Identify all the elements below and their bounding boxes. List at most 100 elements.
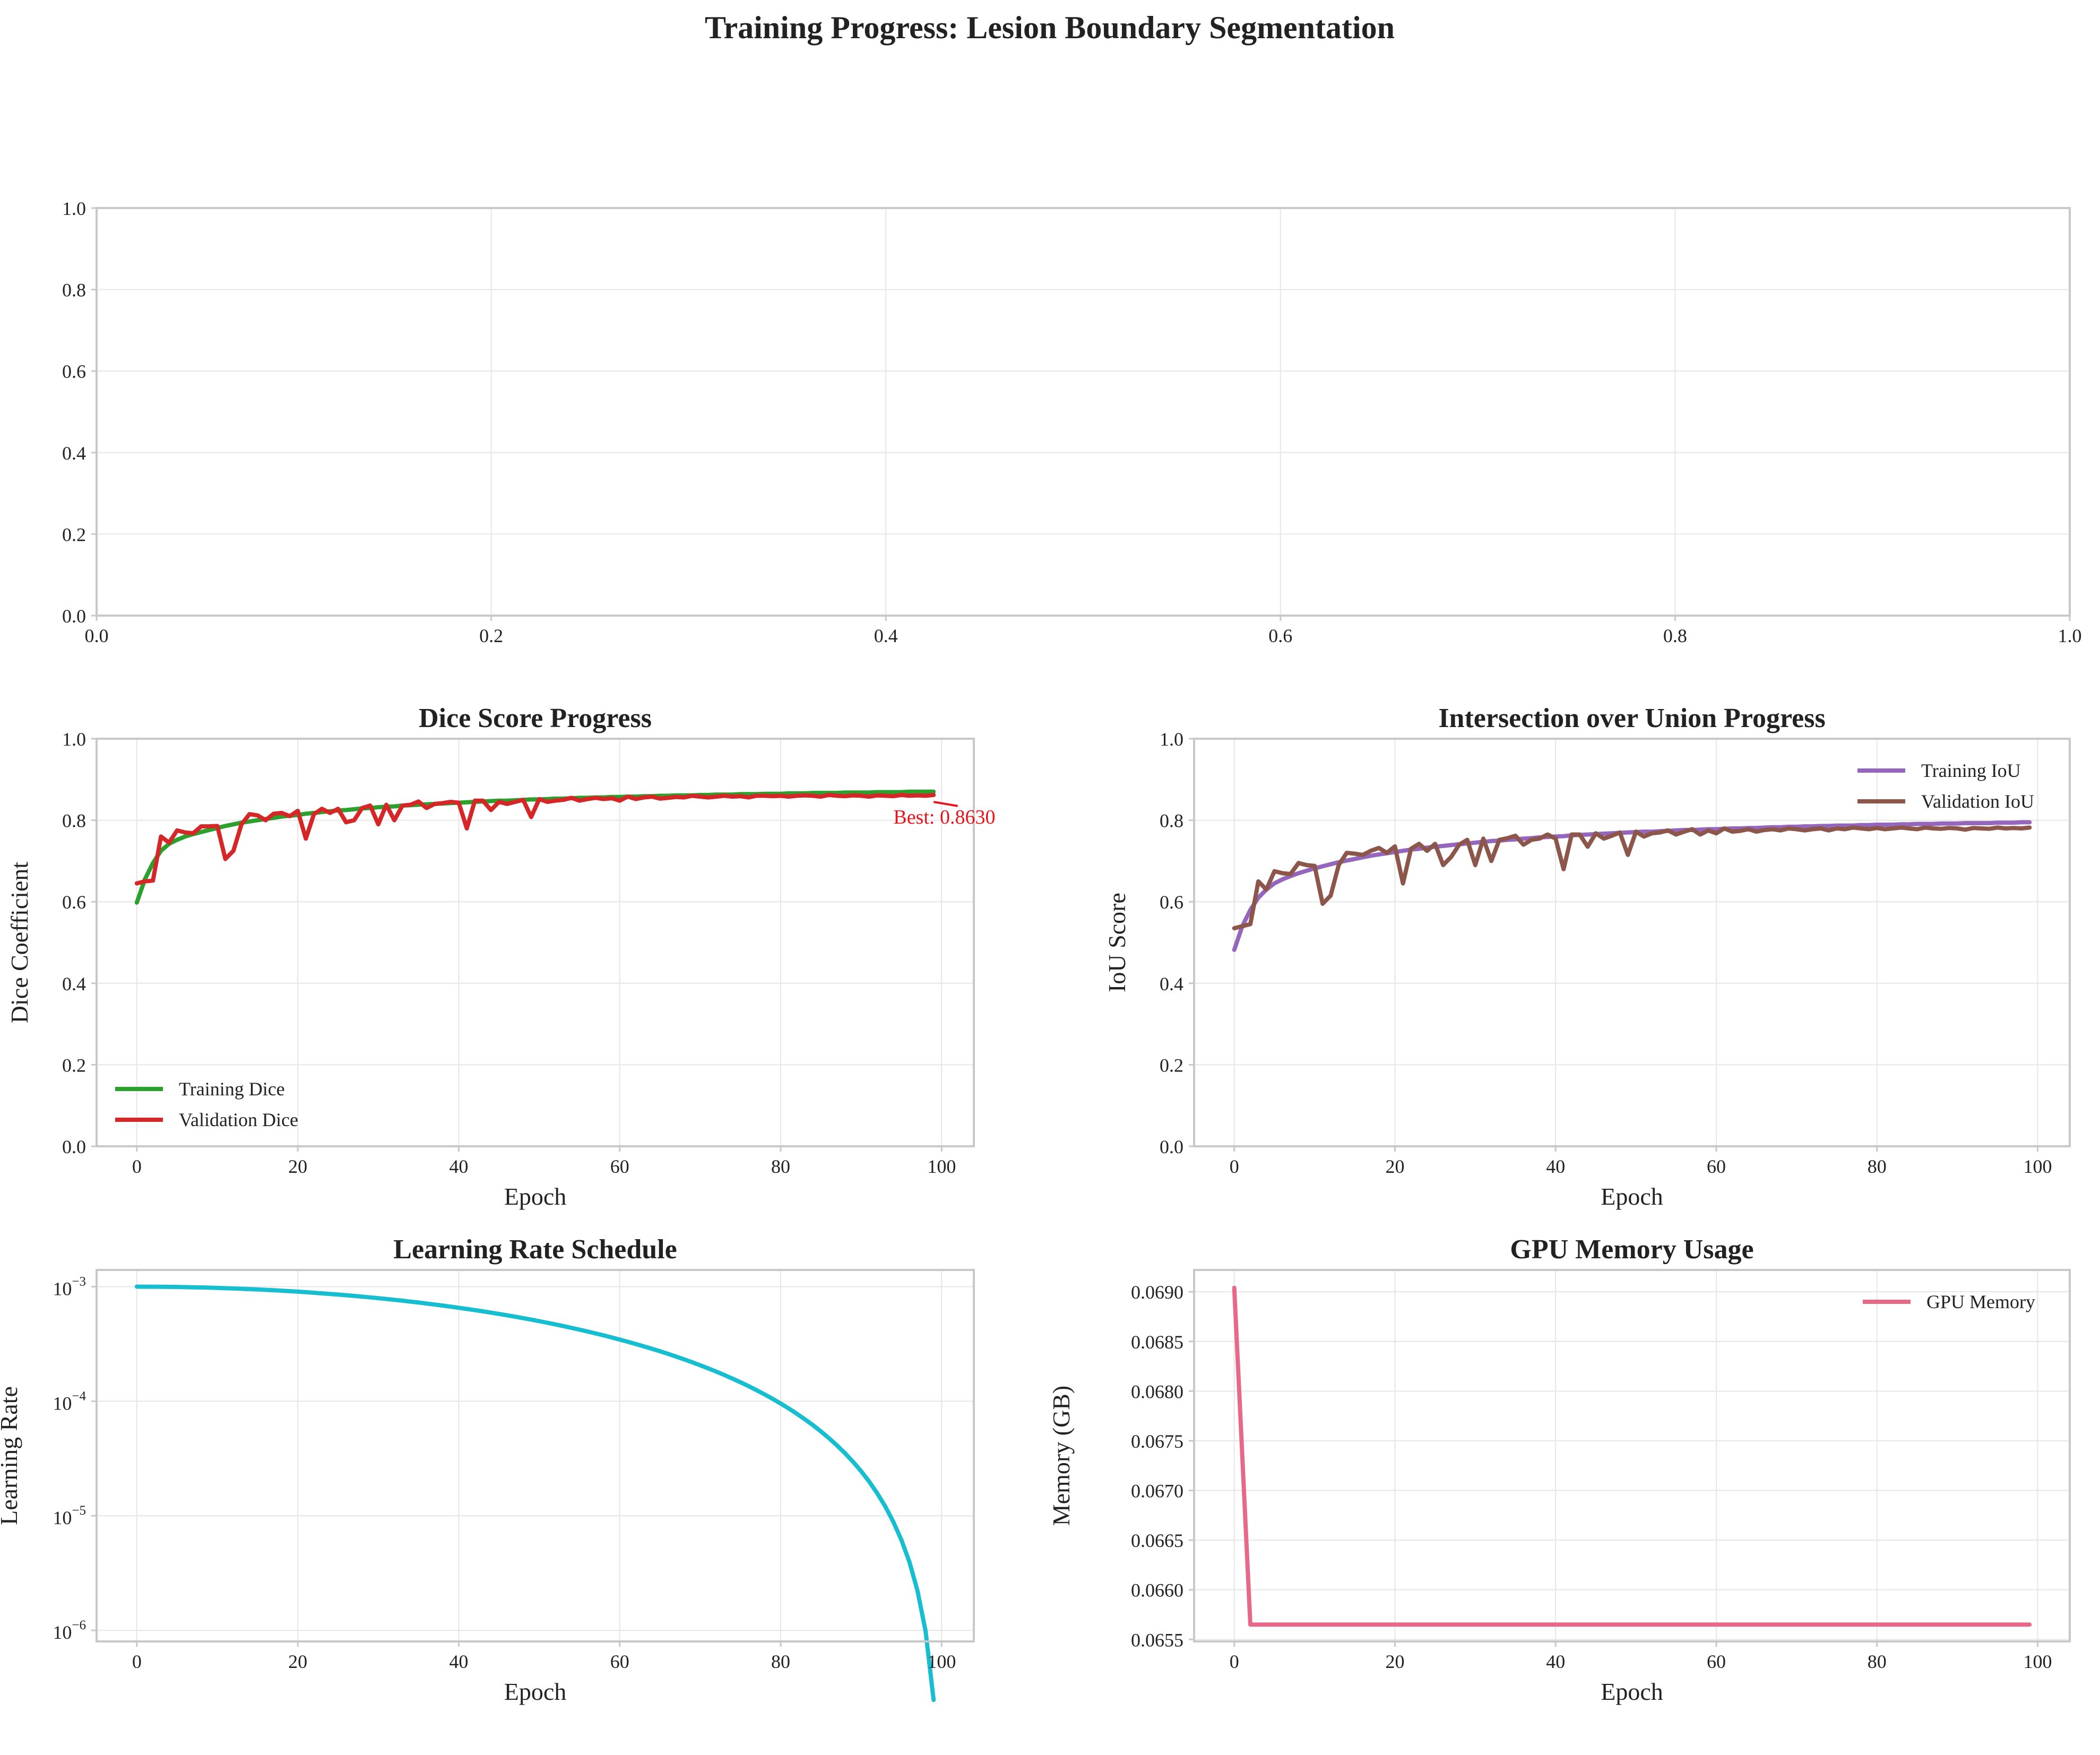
iou-ylabel: IoU Score: [1103, 893, 1130, 992]
chart-lr: 0 20 40 60 80 100 10−6 10−5 10−4 10−3 Learning Rat…: [0, 1234, 975, 1705]
gpu-xtick-label-5: 100: [2023, 1651, 2052, 1672]
empty-ytick-label-4: 0.8: [62, 280, 86, 301]
iou-ytick-label-4: 0.8: [1160, 810, 1183, 832]
iou-xtick-label-0: 0: [1230, 1156, 1239, 1177]
gpu-ytick-label-1: 0.0660: [1131, 1580, 1183, 1601]
dice-xtick-label-3: 60: [610, 1156, 629, 1177]
dice-xlabel: Epoch: [504, 1183, 567, 1210]
dice-legend-label-0: Training Dice: [179, 1078, 285, 1100]
dice-ytick-label-3: 0.6: [62, 892, 86, 913]
iou-ytick-label-3: 0.6: [1160, 892, 1183, 913]
gpu-xtick-label-2: 40: [1546, 1651, 1565, 1672]
empty-xtick-label-1: 0.2: [479, 625, 503, 646]
gpu-xtick-label-1: 20: [1385, 1651, 1404, 1672]
empty-xtick-label-5: 1.0: [2058, 625, 2082, 646]
lr-xlabel: Epoch: [504, 1678, 567, 1705]
gpu-series-line-0: [1232, 1285, 2032, 1627]
iou-frame: [1193, 738, 2071, 1147]
lr-xtick-label-5: 100: [927, 1651, 956, 1672]
iou-xlabel: Epoch: [1601, 1183, 1663, 1210]
chart-empty: 0.0 0.2 0.4 0.6 0.8 1.0 0.0 0.2 0.4 0.6 0.8 1.0: [62, 198, 2082, 646]
gpu-ytick-label-3: 0.0670: [1131, 1481, 1183, 1502]
gpu-ylabel: Memory (GB): [1048, 1386, 1075, 1526]
empty-ytick-label-3: 0.6: [62, 361, 86, 382]
empty-ytick-label-5: 1.0: [62, 198, 86, 219]
dice-xtick-label-1: 20: [288, 1156, 307, 1177]
empty-ytick-label-0: 0.0: [62, 606, 86, 627]
iou-series-line-0: [1232, 820, 2032, 952]
empty-xtick-label-4: 0.8: [1663, 625, 1687, 646]
gpu-legend: GPU Memory: [1863, 1291, 2035, 1312]
empty-ytick-label-2: 0.4: [62, 443, 86, 464]
dice-legend-label-1: Validation Dice: [179, 1109, 298, 1130]
lr-ytick-label-2: 10−4: [53, 1389, 86, 1414]
lr-xtick-label-3: 60: [610, 1651, 629, 1672]
iou-xtick-label-3: 60: [1707, 1156, 1726, 1177]
figure-title: Training Progress: Lesion Boundary Segme…: [705, 10, 1395, 45]
lr-grid: [97, 1270, 974, 1641]
iou-ytick-label-0: 0.0: [1160, 1136, 1183, 1157]
dice-xtick-label-2: 40: [449, 1156, 468, 1177]
gpu-ytick-label-4: 0.0675: [1131, 1431, 1183, 1452]
lr-frame: [96, 1269, 975, 1642]
iou-legend: Training IoU Validation IoU: [1857, 760, 2034, 812]
gpu-xlabel: Epoch: [1601, 1678, 1663, 1705]
iou-legend-label-1: Validation IoU: [1921, 791, 2034, 812]
dice-frame: [96, 738, 975, 1147]
axes-layer: 0.0 0.2 0.4 0.6 0.8 1.0 0.0 0.2 0.4 0.6 0.8 1.0 0 20 4…: [0, 198, 2082, 1705]
gpu-xtick-label-4: 80: [1868, 1651, 1887, 1672]
gpu-ytick-label-0: 0.0655: [1131, 1629, 1183, 1650]
empty-ytick-label-1: 0.2: [62, 524, 86, 545]
iou-legend-label-0: Training IoU: [1921, 760, 2021, 781]
iou-ytick-label-1: 0.2: [1160, 1054, 1183, 1076]
empty-xtick-label-3: 0.6: [1268, 625, 1292, 646]
chart-gpu: 0 20 40 60 80 100 0.0655 0.0660 0.0665 0.0670 0.06…: [1048, 1234, 2071, 1705]
iou-title: Intersection over Union Progress: [1438, 703, 1825, 733]
iou-xtick-label-5: 100: [2023, 1156, 2052, 1177]
lr-ytick-label-3: 10−3: [53, 1275, 86, 1300]
dice-ytick-label-0: 0.0: [62, 1136, 86, 1157]
dice-annotation-0: Best: 0.8630: [893, 806, 995, 828]
lr-series-line-0: [134, 1284, 936, 1702]
gpu-ytick-label-6: 0.0685: [1131, 1332, 1183, 1353]
lr-title: Learning Rate Schedule: [393, 1234, 677, 1265]
lr-xtick-label-1: 20: [288, 1651, 307, 1672]
dice-ytick-label-4: 0.8: [62, 810, 86, 832]
empty-xtick-label-0: 0.0: [85, 625, 109, 646]
chart-iou: 0 20 40 60 80 100 0.0 0.2 0.4 0.6 0.8 1.0 Intersecti…: [1103, 703, 2071, 1210]
empty-xtick-label-2: 0.4: [874, 625, 898, 646]
lr-xtick-label-4: 80: [771, 1651, 790, 1672]
empty-frame: [96, 207, 2071, 617]
lr-xtick-label-0: 0: [132, 1651, 142, 1672]
gpu-grid: [1194, 1270, 2070, 1641]
iou-series-line-1: [1232, 825, 2032, 931]
dice-ylabel: Dice Coefficient: [6, 862, 33, 1024]
gpu-ytick-label-2: 0.0665: [1131, 1530, 1183, 1551]
dice-xtick-label-5: 100: [927, 1156, 956, 1177]
dice-xtick-label-4: 80: [771, 1156, 790, 1177]
dice-title: Dice Score Progress: [419, 703, 652, 733]
iou-xtick-label-2: 40: [1546, 1156, 1565, 1177]
dice-ytick-label-2: 0.4: [62, 973, 86, 995]
lr-xtick-label-2: 40: [449, 1651, 468, 1672]
dice-series-line-1: [134, 793, 936, 886]
iou-ytick-label-5: 1.0: [1160, 729, 1183, 750]
iou-xtick-label-1: 20: [1385, 1156, 1404, 1177]
lr-ylabel: Learning Rate: [0, 1386, 22, 1525]
iou-xtick-label-4: 80: [1868, 1156, 1887, 1177]
iou-ytick-label-2: 0.4: [1160, 973, 1183, 995]
gpu-ytick-label-7: 0.0690: [1131, 1282, 1183, 1303]
dice-xtick-label-0: 0: [132, 1156, 142, 1177]
dice-ytick-label-1: 0.2: [62, 1054, 86, 1076]
gpu-xtick-label-3: 60: [1707, 1651, 1726, 1672]
chart-dice: 0 20 40 60 80 100 0.0 0.2 0.4 0.6 0.8 1.0 Dice Score…: [6, 703, 995, 1210]
gpu-legend-label-0: GPU Memory: [1926, 1291, 2035, 1312]
gpu-title: GPU Memory Usage: [1510, 1234, 1753, 1265]
lr-ytick-label-1: 10−5: [53, 1503, 86, 1528]
gpu-ytick-label-5: 0.0680: [1131, 1381, 1183, 1402]
gpu-frame: [1193, 1269, 2071, 1642]
dice-ytick-label-5: 1.0: [62, 729, 86, 750]
lr-ytick-label-0: 10−6: [53, 1618, 86, 1643]
